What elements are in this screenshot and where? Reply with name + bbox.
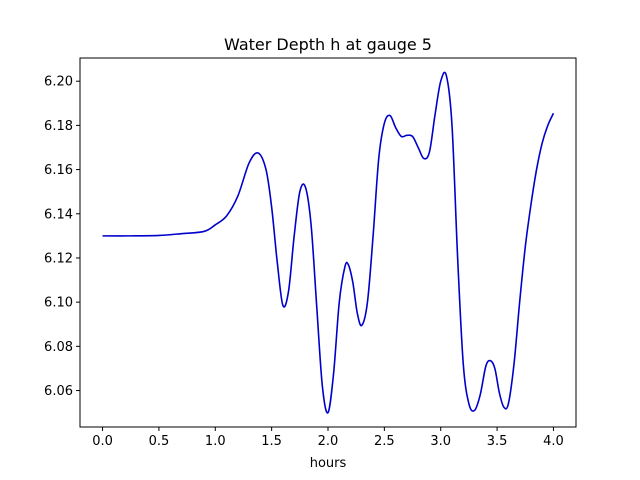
y-tick-label: 6.10 <box>44 296 73 311</box>
x-tick-label: 2.5 <box>374 434 395 449</box>
x-tick-label: 4.0 <box>543 434 564 449</box>
x-tick-label: 1.5 <box>261 434 282 449</box>
x-tick-label: 2.0 <box>318 434 339 449</box>
y-tick-label: 6.08 <box>44 340 73 355</box>
x-axis-label: hours <box>310 456 347 471</box>
x-tick-label: 0.0 <box>92 434 113 449</box>
y-tick-label: 6.14 <box>44 207 73 222</box>
x-tick-label: 1.0 <box>205 434 226 449</box>
y-tick-label: 6.20 <box>44 75 73 90</box>
chart-title: Water Depth h at gauge 5 <box>224 35 432 54</box>
series-line-0 <box>102 71 555 414</box>
x-tick-label: 3.5 <box>487 434 508 449</box>
y-tick-label: 6.06 <box>44 384 73 399</box>
y-tick-label: 6.16 <box>44 163 73 178</box>
y-axis: 6.06 6.08 6.10 6.12 6.14 6.16 6.18 6.20 <box>44 75 80 399</box>
x-tick-label: 0.5 <box>149 434 170 449</box>
y-tick-label: 6.12 <box>44 251 73 266</box>
x-axis: 0.0 0.5 1.0 1.5 2.0 2.5 3.0 3.5 4.0 <box>92 427 564 449</box>
x-tick-label: 3.0 <box>430 434 451 449</box>
y-tick-label: 6.18 <box>44 119 73 134</box>
